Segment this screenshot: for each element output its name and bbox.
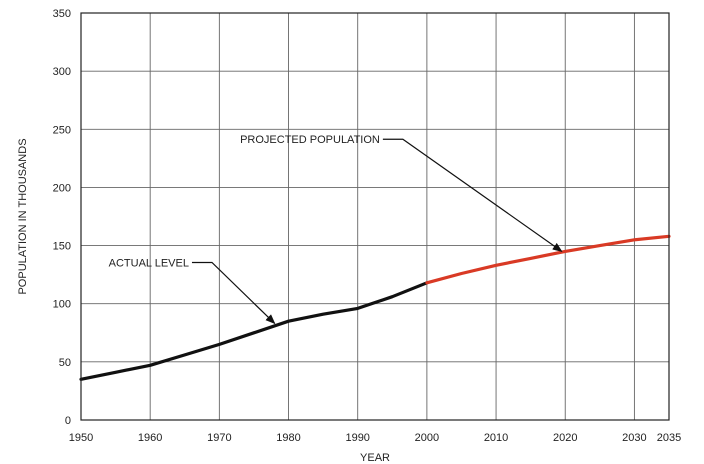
annotation-label-1: PROJECTED POPULATION	[240, 134, 380, 146]
x-tick-label-1960: 1960	[138, 432, 162, 444]
y-tick-label-350: 350	[53, 8, 71, 20]
y-tick-label-250: 250	[53, 124, 71, 136]
x-tick-label-2035: 2035	[657, 432, 681, 444]
y-tick-label-50: 50	[59, 357, 71, 369]
y-tick-label-100: 100	[53, 299, 71, 311]
x-tick-label-1970: 1970	[207, 432, 231, 444]
x-tick-label-2000: 2000	[415, 432, 439, 444]
y-tick-label-150: 150	[53, 241, 71, 253]
x-tick-label-2010: 2010	[484, 432, 508, 444]
annotation-label-0: ACTUAL LEVEL	[109, 258, 189, 270]
series-line-1	[425, 234, 671, 285]
annotation-arrow-1	[382, 138, 563, 252]
x-tick-label-1980: 1980	[276, 432, 300, 444]
y-tick-label-300: 300	[53, 66, 71, 78]
plot-frame	[80, 12, 670, 421]
x-tick-label-1950: 1950	[69, 432, 93, 444]
data-series	[79, 234, 671, 381]
y-tick-label-200: 200	[53, 182, 71, 194]
y-axis-tick-labels: 0 50 100 150 200 250 300 350	[53, 8, 71, 427]
x-tick-label-2020: 2020	[553, 432, 577, 444]
annotation-arrow-0	[191, 261, 276, 325]
x-tick-label-1990: 1990	[345, 432, 369, 444]
y-axis-title: POPULATION IN THOUSANDS	[17, 138, 29, 294]
y-tick-label-0: 0	[65, 415, 71, 427]
x-axis-title: YEAR	[360, 452, 390, 464]
x-axis-tick-labels: 1950 1960 1970 1980 1990 2000 2010 2020 2030 2035	[69, 432, 681, 444]
series-line-0	[79, 281, 429, 381]
x-tick-label-2030: 2030	[622, 432, 646, 444]
annotations: ACTUAL LEVEL PROJECTED POPULATION	[109, 134, 563, 325]
